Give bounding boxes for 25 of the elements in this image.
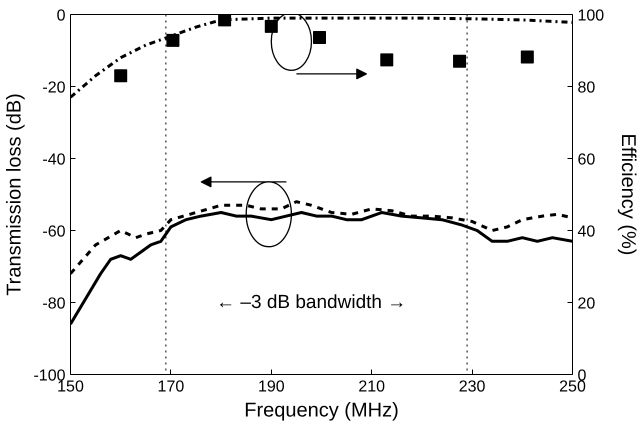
y2-tick-label: 60: [578, 152, 596, 168]
x-tick-label: 210: [358, 378, 386, 396]
y-axis-title: Transmission loss (dB): [3, 93, 26, 296]
y2-tick-label: 100: [578, 8, 604, 24]
y2-tick-label: 40: [578, 224, 596, 240]
annotation: ← –3 dB bandwidth →: [216, 292, 406, 313]
point: [380, 53, 394, 66]
point: [453, 54, 466, 68]
y2-axis-title: Efficiency (%): [617, 134, 640, 256]
x-tick-label: 230: [458, 378, 486, 396]
y-tick-label: -20: [42, 80, 66, 96]
y-tick-label: -60: [42, 224, 66, 240]
y-tick-label: 0: [56, 8, 66, 24]
point: [218, 14, 232, 26]
y2-tick-label: 20: [578, 296, 596, 312]
x-tick-label: 170: [158, 378, 184, 396]
y-tick-label: -80: [42, 296, 66, 312]
x-tick-label: 190: [258, 378, 285, 396]
point: [520, 50, 534, 64]
x-axis-title: Frequency (MHz): [244, 400, 399, 422]
point: [312, 31, 326, 44]
y2-tick-label: 80: [578, 80, 596, 96]
y-tick-label: -40: [42, 152, 66, 168]
point: [166, 34, 180, 47]
point: [114, 69, 128, 82]
